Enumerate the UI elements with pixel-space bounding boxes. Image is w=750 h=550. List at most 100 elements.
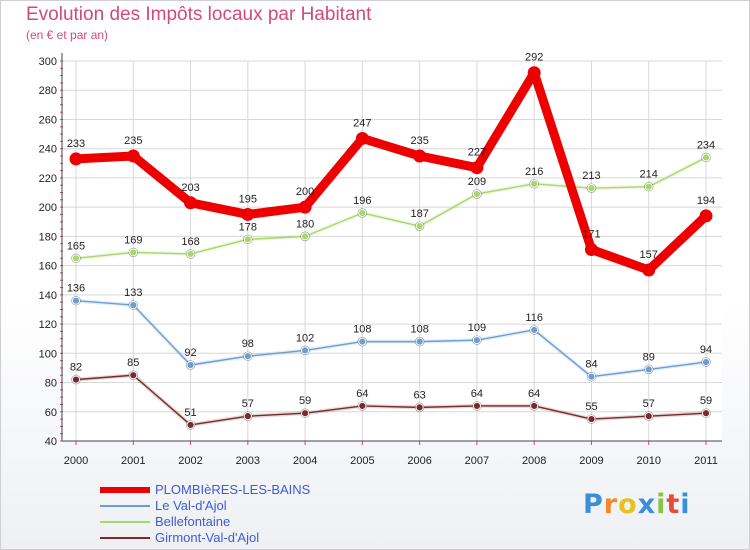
data-label: 292	[525, 52, 543, 64]
data-label: 57	[242, 398, 254, 410]
data-label: 178	[239, 221, 257, 233]
data-point-ring	[300, 231, 310, 242]
data-point-ring	[357, 336, 368, 347]
data-label: 64	[356, 388, 368, 400]
data-label: 57	[643, 398, 655, 410]
x-tick-label: 2009	[579, 455, 603, 467]
data-point-ring	[586, 183, 597, 193]
data-point-ring	[128, 370, 138, 380]
data-point	[470, 161, 484, 175]
data-label: 64	[471, 388, 483, 400]
data-point-ring	[185, 420, 196, 430]
data-label: 235	[410, 135, 428, 147]
data-point	[472, 401, 482, 411]
y-tick-label: 160	[39, 261, 57, 273]
data-point	[300, 232, 310, 241]
data-point	[530, 325, 539, 335]
data-label: 195	[239, 193, 257, 205]
y-tick-label: 180	[39, 231, 57, 243]
x-tick-label: 2004	[293, 455, 317, 467]
data-label: 133	[124, 287, 142, 299]
data-point-ring	[414, 336, 425, 347]
data-label: 247	[353, 117, 371, 129]
logo-letter: o	[618, 489, 638, 520]
logo-letter: r	[603, 489, 619, 520]
data-point	[415, 222, 424, 231]
data-label: 171	[582, 229, 600, 241]
data-point	[587, 184, 596, 193]
data-point	[530, 401, 539, 411]
data-point-ring	[71, 253, 81, 264]
data-point	[69, 152, 83, 166]
legend-swatch	[100, 505, 150, 507]
data-point	[415, 337, 424, 346]
data-label: 187	[410, 208, 428, 220]
data-label: 59	[299, 395, 311, 407]
data-point-ring	[472, 189, 482, 199]
data-point-ring	[701, 357, 711, 367]
data-label: 84	[585, 359, 597, 371]
data-point	[701, 409, 711, 418]
y-tick-label: 100	[39, 348, 57, 360]
data-point-ring	[701, 408, 711, 418]
legend-label: Le Val-d'Ajol	[155, 498, 227, 513]
data-label: 203	[181, 182, 199, 194]
y-tick-label: 80	[45, 378, 57, 390]
data-point	[186, 249, 195, 259]
data-point	[413, 149, 427, 163]
x-tick-label: 2007	[465, 455, 489, 467]
logo-letter: t	[666, 489, 681, 520]
logo-letter: i	[680, 489, 691, 520]
data-point	[186, 360, 195, 370]
legend-swatch	[100, 521, 150, 523]
series-line	[75, 374, 707, 426]
data-point	[300, 409, 310, 418]
data-label: 213	[582, 170, 600, 182]
legend-label: Girmont-Val-d'Ajol	[155, 530, 260, 545]
data-point-ring	[472, 335, 482, 345]
data-label: 200	[296, 186, 314, 198]
logo-letter: x	[637, 489, 657, 520]
legend-item: PLOMBIèRES-LES-BAINS	[100, 483, 400, 499]
data-point	[300, 346, 310, 355]
data-label: 136	[67, 283, 85, 295]
data-point	[644, 365, 653, 374]
data-point-ring	[357, 401, 368, 411]
data-label: 209	[468, 176, 486, 188]
data-point-ring	[644, 411, 654, 421]
data-point	[184, 196, 198, 210]
data-point	[701, 153, 711, 162]
legend: PLOMBIèRES-LES-BAINS Le Val-d'Ajol Belle…	[100, 483, 400, 547]
legend-item: Le Val-d'Ajol	[100, 499, 400, 515]
data-label: 109	[468, 322, 486, 334]
data-label: 227	[468, 147, 486, 159]
legend-swatch	[100, 537, 150, 539]
data-point-ring	[529, 325, 539, 335]
legend-label: Bellefontaine	[155, 514, 231, 529]
data-point	[355, 131, 369, 145]
data-point	[71, 375, 81, 384]
y-tick-label: 60	[45, 407, 57, 419]
data-point-ring	[586, 371, 597, 382]
data-point	[129, 371, 138, 380]
data-label: 64	[528, 388, 540, 400]
y-tick-label: 240	[39, 144, 57, 156]
x-tick-label: 2008	[522, 455, 546, 467]
y-tick-label: 140	[39, 290, 57, 302]
data-point	[415, 403, 424, 412]
data-label: 102	[296, 332, 314, 344]
data-label: 196	[353, 195, 371, 207]
x-tick-label: 2010	[636, 455, 660, 467]
data-point-ring	[243, 351, 253, 361]
data-point	[126, 149, 140, 163]
data-point	[587, 414, 596, 424]
data-label: 216	[525, 166, 543, 178]
x-tick-label: 2003	[236, 455, 260, 467]
data-point-ring	[414, 221, 425, 231]
y-tick-label: 220	[39, 173, 57, 185]
data-label: 157	[640, 249, 658, 261]
data-point	[186, 420, 195, 430]
data-point	[584, 243, 598, 257]
y-tick-label: 280	[39, 85, 57, 97]
